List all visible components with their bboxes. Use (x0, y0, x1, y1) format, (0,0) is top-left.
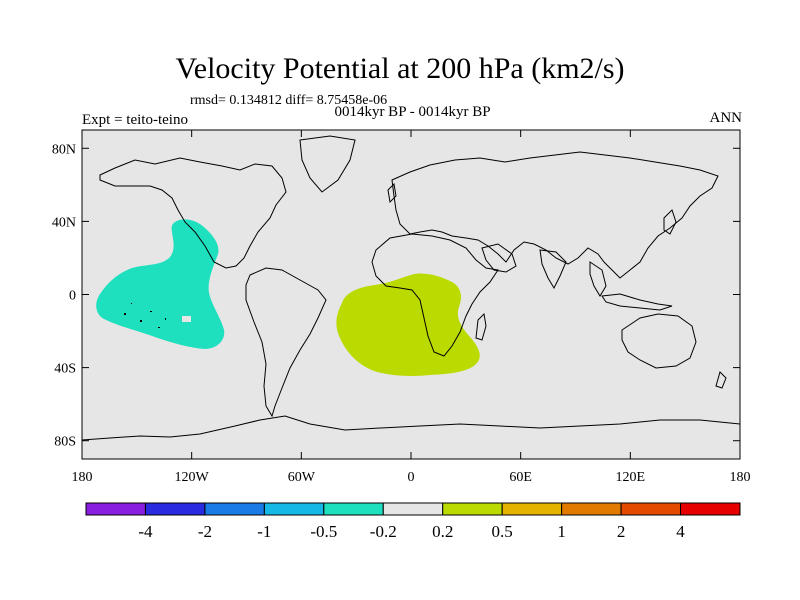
lon-tick-label: 180 (730, 470, 751, 485)
colorbar-swatch (85, 502, 146, 516)
colorbar: -4 -2 -1 -0.5 -0.2 0.2 0.5 1 2 4 (85, 502, 741, 541)
map-plot-area (81, 129, 741, 460)
colorbar-swatch (501, 502, 563, 516)
colorbar-label: 2 (617, 522, 626, 541)
japan-coastline (663, 209, 677, 235)
africa-coastline (371, 233, 499, 357)
north-america-coastline (99, 157, 287, 269)
colorbar-swatch (144, 502, 206, 516)
colorbar-label: -2 (198, 522, 212, 541)
lon-tick-label: 120E (616, 470, 646, 485)
lat-tick-label: 0 (69, 289, 76, 304)
lon-tick-label: 60E (509, 470, 532, 485)
period-label: 0014kyr BP - 0014kyr BP (334, 104, 491, 120)
map-title: Velocity Potential at 200 hPa (km2/s) (175, 52, 625, 85)
antarctica-coastline (81, 415, 741, 441)
lon-tick-label: 60W (288, 470, 316, 485)
experiment-label: Expt = teito-teino (82, 112, 188, 128)
eurasia-coastline (391, 151, 719, 279)
colorbar-label: -4 (138, 522, 153, 541)
lat-tick-label: 80N (52, 142, 76, 157)
colorbar-swatch (442, 502, 503, 516)
south-america-coastline (245, 267, 327, 418)
colorbar-label: -1 (257, 522, 271, 541)
lon-tick-label: 180 (72, 470, 93, 485)
colorbar-swatch (561, 502, 622, 516)
colorbar-label: -0.2 (370, 522, 397, 541)
colorbar-swatch (323, 502, 384, 516)
southeast-asia-coastline (589, 261, 607, 297)
colorbar-label: 4 (676, 522, 685, 541)
new-zealand-coastline (715, 371, 727, 389)
lon-tick-label: 120W (175, 470, 210, 485)
island-dots (124, 303, 166, 328)
india-coastline (539, 249, 567, 290)
map-axes: 80N 40N 0 40S 80S 180 120W 60W 0 60E 120E 180 (52, 130, 751, 485)
lon-tick-label: 0 (408, 470, 415, 485)
lat-tick-label: 40N (52, 215, 76, 230)
negative-anomaly-region (96, 219, 225, 349)
colorbar-swatch (620, 502, 682, 516)
indonesia-coastline (601, 293, 673, 311)
colorbar-label: 1 (557, 522, 566, 541)
stats-label: rmsd= 0.134812 diff= 8.75458e-06 (190, 93, 388, 108)
region-gap (182, 316, 191, 322)
arabia-coastline (481, 243, 517, 273)
season-label: ANN (709, 110, 743, 126)
positive-anomaly-region (336, 273, 480, 376)
madagascar-coastline (475, 312, 487, 341)
britain-coastline (387, 182, 397, 204)
australia-coastline (621, 313, 697, 369)
lat-tick-label: 40S (54, 362, 76, 377)
colorbar-swatch (204, 502, 265, 516)
lat-tick-label: 80S (54, 435, 76, 450)
colorbar-swatch (263, 502, 325, 516)
colorbar-label: 0.2 (432, 522, 453, 541)
colorbar-swatch (680, 502, 741, 516)
coastlines (81, 135, 741, 441)
colorbar-label: -0.5 (310, 522, 337, 541)
colorbar-label: 0.5 (492, 522, 513, 541)
colorbar-swatch (382, 502, 444, 516)
greenland-coastline (299, 135, 356, 193)
